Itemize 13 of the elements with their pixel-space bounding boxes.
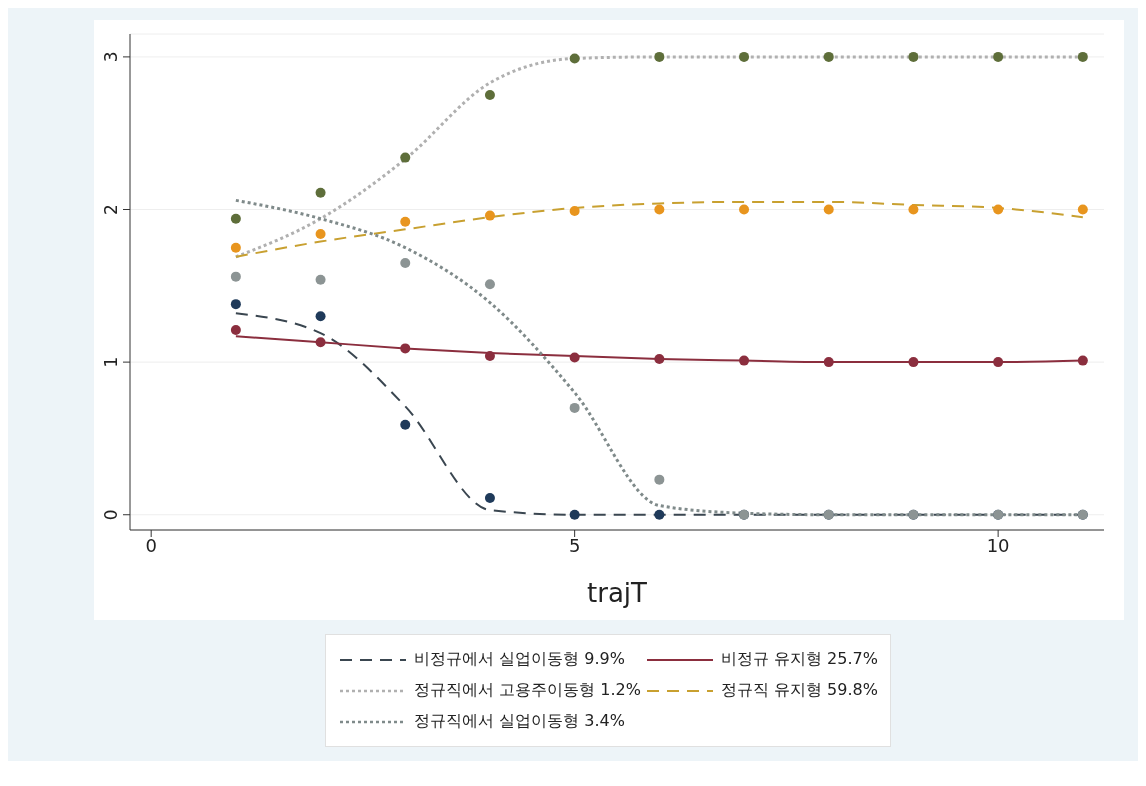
legend-label: 비정규에서 실업이동형 9.9%: [414, 649, 625, 670]
y-tick-label: 0: [101, 509, 121, 521]
y-tick-label: 3: [101, 51, 121, 63]
x-axis-title: trajT: [587, 578, 648, 608]
legend-label: 정규직에서 고용주이동형 1.2%: [414, 680, 641, 701]
x-tick-label: 10: [986, 534, 1010, 556]
legend-label: 정규직 유지형 59.8%: [720, 680, 878, 701]
x-tick-label: 0: [145, 534, 157, 556]
legend-label: 비정규 유지형 25.7%: [720, 649, 878, 670]
y-tick-label: 2: [101, 204, 121, 215]
x-tick-label: 5: [568, 534, 581, 556]
y-tick-label: 1: [101, 356, 121, 368]
legend-label: 정규직에서 실업이동형 3.4%: [414, 711, 625, 732]
